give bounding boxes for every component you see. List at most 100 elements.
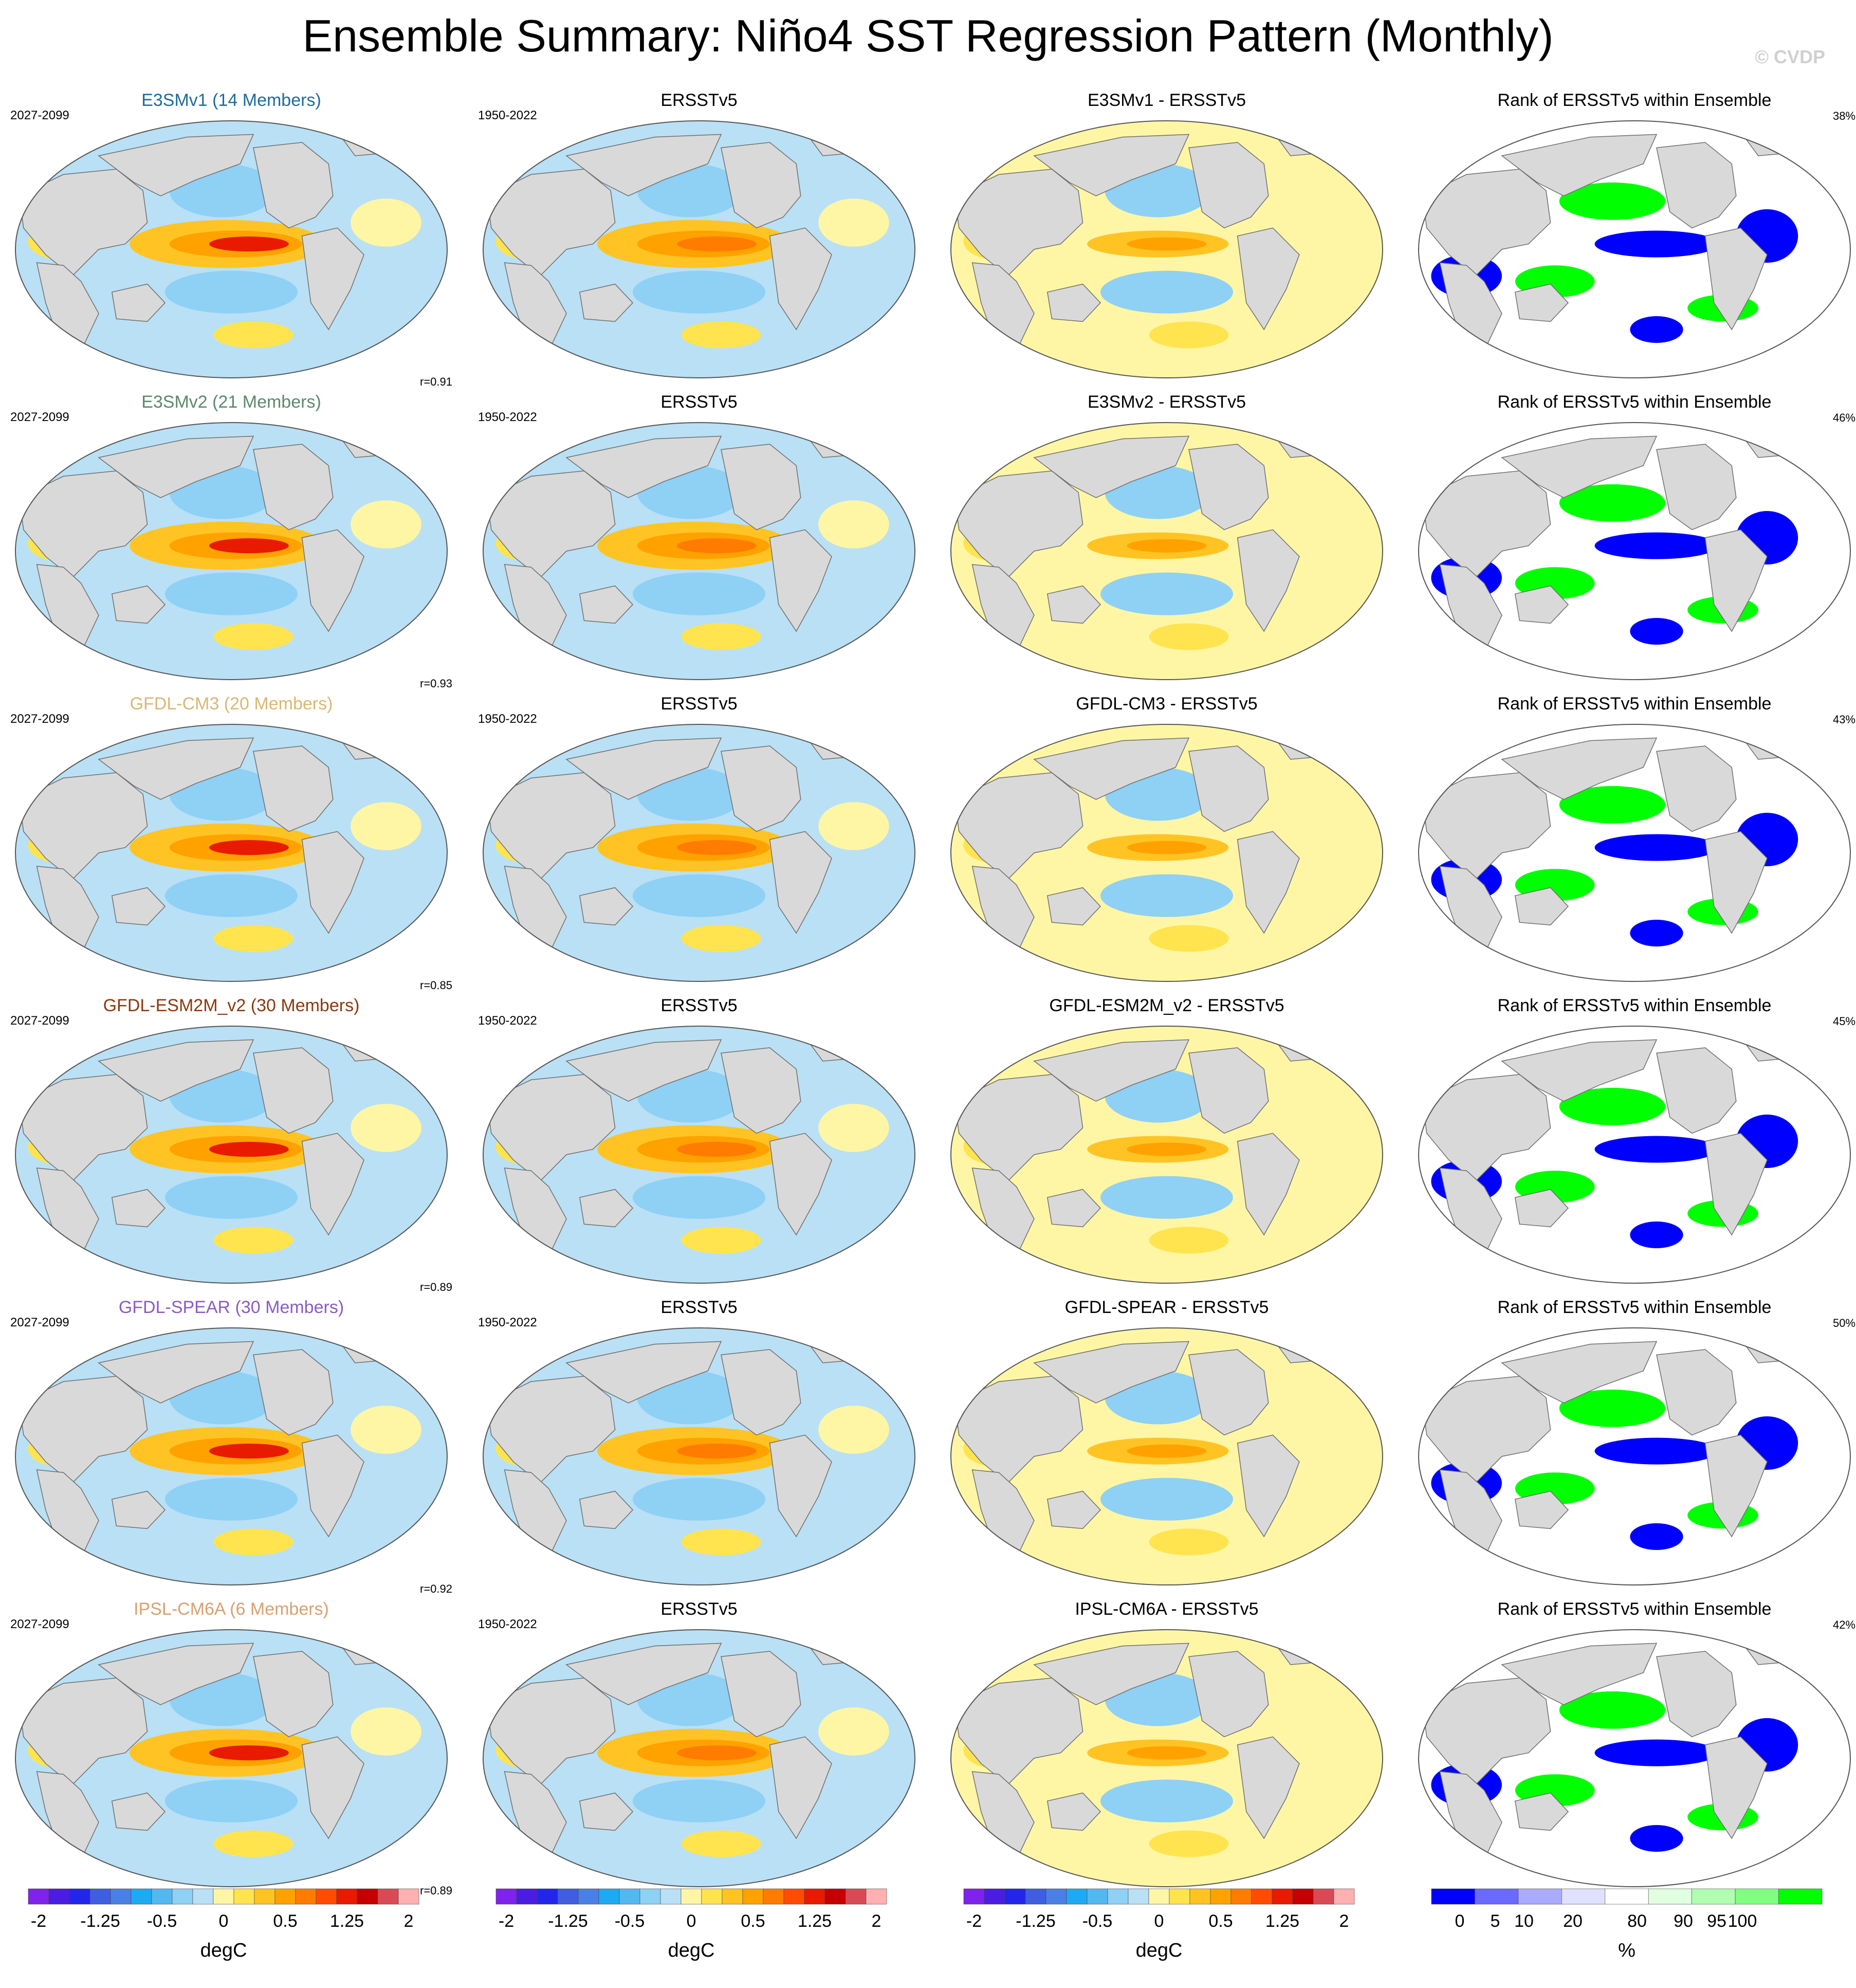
rank-region [1594,230,1719,258]
sst-anomaly-region [1127,1746,1207,1760]
landmass [1237,1736,1300,1839]
colorbar-swatch [963,1888,985,1905]
map-outline [483,724,915,982]
colorbar-units: degC [1135,1940,1183,1961]
colorbar-swatch [598,1888,620,1905]
sst-anomaly-region [1127,1142,1207,1156]
rank-region [1630,316,1683,343]
colorbar-swatch [537,1888,558,1905]
colorbar-swatch [1045,1888,1067,1905]
sst-anomaly-region [1149,1528,1229,1556]
sst-anomaly-region [818,1406,889,1454]
map-outline [15,1327,448,1585]
sst-map [15,422,448,680]
colorbar-swatch [1313,1888,1334,1905]
model-panel: E3SMv2 (21 Members) 2027-2099 r=0.93 [5,392,457,692]
colorbar-tick-label: -2 [499,1911,514,1931]
landmass [1656,1047,1737,1134]
landmass [769,1736,832,1839]
rank-panel: Rank of ERSSTv5 within Ensemble 45% [1408,995,1856,1296]
panel-title: Rank of ERSSTv5 within Ensemble [1497,1599,1772,1619]
landmass [1704,227,1768,331]
landmass [1188,745,1269,832]
landmass [1501,1341,1658,1403]
pattern-correlation: r=0.85 [420,979,452,992]
landmass [1046,283,1101,322]
observation-panel: ERSSTv5 1950-2022 [473,90,925,391]
landmass [565,134,722,196]
sst-anomaly-region [1100,572,1233,615]
rank-map [1418,422,1851,680]
landmass [1188,1349,1269,1436]
landmass [1422,1376,1551,1484]
rank-percent: 42% [1832,1618,1855,1631]
colorbar-tick-label: 1.25 [1265,1911,1299,1931]
period-label: 2027-2099 [10,1617,69,1631]
sst-anomaly-region [1149,1830,1229,1857]
colorbar-swatch [398,1888,419,1905]
colorbar-swatches: -2 -1.25 -0.5 0 0.5 1.25 2 [495,1888,887,1931]
sst-map [483,422,915,680]
landmass [769,1133,832,1236]
landmass [1188,1047,1269,1134]
landmass [504,564,567,653]
colorbar-tick-label: -1.25 [1016,1911,1056,1931]
colorbar-swatch [110,1888,132,1905]
panel-title: GFDL-SPEAR - ERSSTv5 [1064,1298,1269,1317]
landmass [1046,1792,1101,1831]
landmass [1046,1490,1101,1529]
sst-map [950,1629,1383,1887]
colorbar-swatch [1475,1888,1519,1905]
landmass [301,1133,364,1236]
landmass [504,1469,567,1559]
rank-region [1630,1523,1683,1550]
landmass [1237,1133,1300,1236]
colorbar-swatch [1778,1888,1823,1905]
sst-colorbar: -2 -1.25 -0.5 0 0.5 1.25 2 degC [18,1886,429,1963]
landmass [579,1189,634,1228]
colorbar-swatch [377,1888,399,1905]
landmass [769,227,832,331]
panel-title: E3SMv2 - ERSSTv5 [1088,392,1246,412]
landmass [1033,134,1190,196]
sst-anomaly-region [1149,925,1229,952]
colorbar-tick-label: 1.25 [798,1911,832,1931]
colorbar-tick-label: -0.5 [1082,1911,1113,1931]
model-panel: GFDL-CM3 (20 Members) 2027-2099 r=0.85 [5,694,457,994]
landmass [1237,227,1300,331]
landmass [1439,1469,1502,1559]
colorbar-tick-label: -2 [31,1911,46,1931]
difference-panel: GFDL-SPEAR - ERSSTv5 [941,1297,1393,1598]
landmass [486,470,616,579]
sst-anomaly-region [633,572,765,615]
colorbar-swatches: -2 -1.25 -0.5 0 0.5 1.25 2 [28,1888,419,1931]
sst-anomaly-region [165,270,298,314]
colorbar-tick-label: 0 [1154,1911,1164,1931]
colorbar-tick-label: 0.5 [741,1911,765,1931]
landmass [36,866,99,955]
panel-title: IPSL-CM6A (6 Members) [134,1599,329,1619]
landmass [1237,831,1300,934]
landmass [253,1349,334,1436]
landmass [1501,134,1658,196]
landmass [1046,1189,1101,1228]
model-panel: GFDL-SPEAR (30 Members) 2027-2099 r=0.92 [5,1297,457,1598]
panel-title: E3SMv2 (21 Members) [141,392,321,412]
panel-title: E3SMv1 - ERSSTv5 [1088,90,1246,110]
sst-anomaly-region [677,1142,757,1157]
map-outline [950,1629,1383,1887]
landmass [1422,1074,1551,1182]
sst-anomaly-region [209,538,289,554]
sst-anomaly-region [209,236,289,252]
sst-anomaly-region [633,1478,765,1521]
sst-anomaly-region [165,874,298,917]
model-panel: IPSL-CM6A (6 Members) 2027-2099 r=0.89 [5,1599,457,1900]
landmass [971,1771,1035,1861]
landmass [253,1651,334,1738]
sst-map [483,1629,915,1887]
landmass [1514,283,1569,322]
colorbar-swatch [722,1888,743,1905]
pattern-correlation: r=0.91 [420,375,452,388]
sst-anomaly-region [351,1707,421,1756]
colorbar-units: % [1618,1940,1636,1961]
